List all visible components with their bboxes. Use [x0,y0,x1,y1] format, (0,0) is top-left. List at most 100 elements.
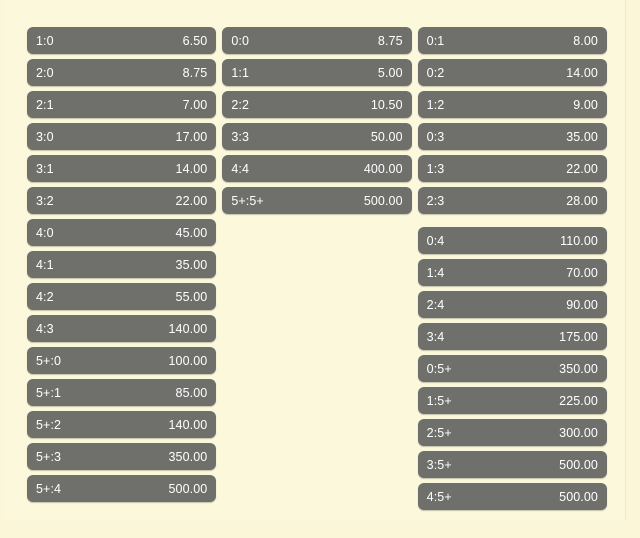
selection-label: 3:1 [36,161,54,176]
selection-label: 5+:0 [36,353,62,368]
selection-price: 22.00 [175,193,208,208]
selection-label: 0:5+ [426,361,452,376]
selection-price: 8.00 [573,33,598,48]
odds-button[interactable]: 2:0 8.75 [27,59,217,86]
selection-price: 500.00 [559,457,598,472]
selection-price: 55.00 [175,289,208,304]
odds-button[interactable]: 0:1 8.00 [417,27,607,54]
selection-label: 0:0 [231,33,250,48]
selection-label: 5+:3 [36,449,62,464]
selection-label: 5+:4 [36,481,62,496]
selection-label: 1:5+ [426,393,452,408]
odds-button[interactable]: 5+:1 85.00 [27,379,217,406]
odds-row-spacer [418,219,607,222]
selection-label: 4:4 [231,161,250,176]
selection-price: 175.00 [559,329,598,344]
odds-button[interactable]: 0:4 110.00 [417,227,607,254]
selection-label: 4:5+ [426,489,452,504]
odds-button[interactable]: 4:4 400.00 [222,155,412,182]
selection-price: 140.00 [168,321,208,336]
selection-label: 1:1 [231,65,250,80]
selection-price: 500.00 [363,193,403,208]
draw-scores: 0:0 8.75 1:1 5.00 2:2 10.50 3:3 50.00 4:4 400.00 5… [222,27,412,510]
odds-button[interactable]: 4:5+ 500.00 [417,483,607,510]
odds-button[interactable]: 3:2 22.00 [27,187,217,214]
away-win-scores: 0:1 8.00 0:2 14.00 1:2 9.00 0:3 35.00 1:3 22.00 2:… [417,27,607,510]
odds-button[interactable]: 2:2 10.50 [222,91,412,118]
selection-price: 8.75 [377,33,403,48]
selection-label: 2:2 [231,97,250,112]
selection-label: 2:1 [36,97,54,112]
page-bottom-strip [0,521,640,538]
odds-button[interactable]: 1:2 9.00 [417,91,607,118]
selection-price: 300.00 [559,425,598,440]
odds-button[interactable]: 4:0 45.00 [27,219,217,246]
selection-price: 85.00 [175,385,208,400]
odds-button[interactable]: 5+:4 500.00 [27,475,217,502]
odds-button[interactable]: 2:1 7.00 [27,91,217,118]
selection-price: 350.00 [559,361,598,376]
selection-price: 400.00 [363,161,403,176]
selection-price: 110.00 [560,233,598,248]
selection-label: 5+:5+ [231,193,264,208]
selection-label: 5+:2 [36,417,62,432]
odds-button[interactable]: 1:4 70.00 [417,259,607,286]
odds-button[interactable]: 4:1 35.00 [27,251,217,278]
selection-label: 3:0 [36,129,54,144]
odds-button[interactable]: 3:1 14.00 [27,155,217,182]
odds-button[interactable]: 5+:0 100.00 [27,347,217,374]
selection-price: 45.00 [175,225,208,240]
selection-price: 9.00 [573,97,598,112]
selection-price: 17.00 [175,129,208,144]
selection-label: 4:3 [36,321,54,336]
selection-price: 70.00 [566,265,598,280]
odds-button[interactable]: 4:2 55.00 [27,283,217,310]
selection-label: 2:0 [36,65,54,80]
selection-price: 5.00 [377,65,403,80]
selection-price: 28.00 [566,193,598,208]
selection-label: 2:4 [426,297,445,312]
selection-label: 1:2 [426,97,445,112]
odds-button[interactable]: 2:3 28.00 [417,187,607,214]
selection-label: 3:4 [426,329,445,344]
odds-button[interactable]: 1:5+ 225.00 [417,387,607,414]
selection-price: 50.00 [370,129,403,144]
odds-button[interactable]: 1:3 22.00 [417,155,607,182]
selection-price: 140.00 [168,417,208,432]
odds-button[interactable]: 0:3 35.00 [417,123,607,150]
selection-price: 35.00 [175,257,208,272]
selection-label: 0:2 [426,65,445,80]
odds-button[interactable]: 4:3 140.00 [27,315,217,342]
selection-price: 100.00 [168,353,208,368]
odds-button[interactable]: 0:5+ 350.00 [417,355,607,382]
selection-label: 2:5+ [426,425,452,440]
selection-label: 2:3 [426,193,445,208]
odds-button[interactable]: 3:5+ 500.00 [417,451,607,478]
odds-button[interactable]: 5+:3 350.00 [27,443,217,470]
selection-label: 1:4 [426,265,445,280]
odds-button[interactable]: 3:3 50.00 [222,123,412,150]
selection-price: 225.00 [559,393,598,408]
selection-price: 8.75 [182,65,208,80]
odds-button[interactable]: 0:0 8.75 [222,27,412,54]
home-win-scores: 1:0 6.50 2:0 8.75 2:1 7.00 3:0 17.00 3:1 14.00 3:2… [27,27,217,510]
selection-label: 3:2 [36,193,54,208]
odds-button[interactable]: 5+:5+ 500.00 [222,187,412,214]
selection-label: 0:3 [426,129,445,144]
selection-price: 500.00 [559,489,598,504]
selection-label: 3:5+ [426,457,452,472]
odds-button[interactable]: 1:1 5.00 [222,59,412,86]
selection-label: 4:2 [36,289,54,304]
odds-button[interactable]: 0:2 14.00 [417,59,607,86]
odds-button[interactable]: 5+:2 140.00 [27,411,217,438]
odds-button[interactable]: 3:0 17.00 [27,123,217,150]
odds-button[interactable]: 2:5+ 300.00 [417,419,607,446]
selection-price: 10.50 [370,97,403,112]
odds-button[interactable]: 3:4 175.00 [417,323,607,350]
odds-button[interactable]: 1:0 6.50 [27,27,217,54]
correct-score-market-panel: 1:0 6.50 2:0 8.75 2:1 7.00 3:0 17.00 3:1 14.00 3:2… [4,0,626,521]
selection-price: 14.00 [566,65,598,80]
selection-price: 35.00 [566,129,598,144]
selection-price: 500.00 [168,481,208,496]
odds-button[interactable]: 2:4 90.00 [417,291,607,318]
